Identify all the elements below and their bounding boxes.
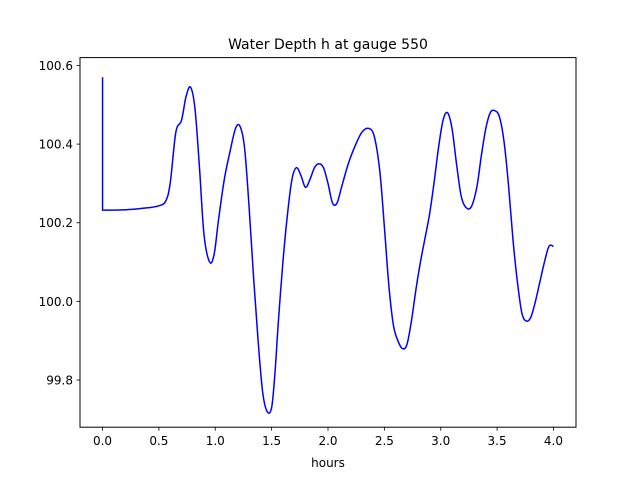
y-tick-label: 100.2 [39,216,73,230]
x-tick-label: 4.0 [544,434,563,448]
x-tick-label: 1.5 [262,434,281,448]
plot-area [101,77,554,414]
y-tick-label: 99.8 [46,374,73,388]
x-tick-label: 0.5 [149,434,168,448]
series-line [101,77,554,414]
x-tick-label: 1.0 [206,434,225,448]
x-tick-label: 3.0 [431,434,450,448]
y-tick-label: 100.4 [39,138,73,152]
x-tick-label: 2.0 [318,434,337,448]
chart-title: Water Depth h at gauge 550 [228,37,428,53]
x-tick-label: 3.5 [488,434,507,448]
x-axis-label: hours [311,456,345,470]
y-tick-label: 100.6 [39,59,73,73]
x-tick-label: 2.5 [375,434,394,448]
x-axis: 0.0 0.5 1.0 1.5 2.0 2.5 3.0 3.5 4.0 [93,427,563,448]
y-axis: 99.8 100.0 100.2 100.4 100.6 [39,59,80,388]
axes-frame [79,57,577,428]
y-tick-label: 100.0 [39,295,73,309]
x-tick-label: 0.0 [93,434,112,448]
